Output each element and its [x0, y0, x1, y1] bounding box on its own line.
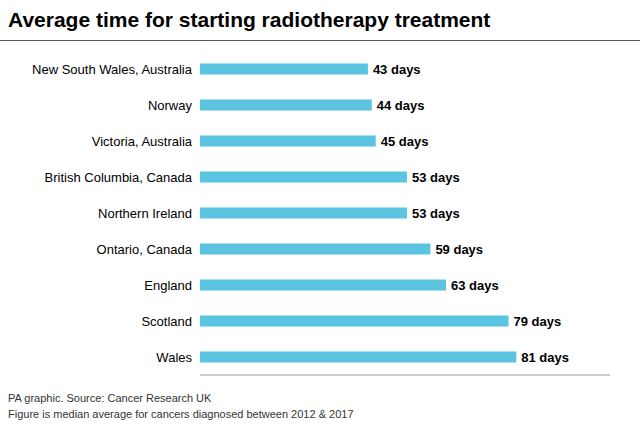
svg-text:Northern Ireland: Northern Ireland — [98, 206, 192, 221]
svg-text:Ontario, Canada: Ontario, Canada — [97, 242, 193, 257]
svg-text:53 days: 53 days — [412, 206, 460, 221]
svg-text:British Columbia, Canada: British Columbia, Canada — [45, 170, 193, 185]
svg-text:63 days: 63 days — [451, 278, 499, 293]
svg-text:79 days: 79 days — [513, 314, 561, 329]
svg-text:New South Wales, Australia: New South Wales, Australia — [32, 62, 193, 77]
svg-text:Victoria, Australia: Victoria, Australia — [92, 134, 193, 149]
html-text:Average time for starting radi: Average time for starting radiotherapy t… — [8, 8, 491, 31]
html-text:PA graphic. Source: Cancer Res: PA graphic. Source: Cancer Research UK — [8, 392, 212, 404]
svg-text:45 days: 45 days — [381, 134, 429, 149]
svg-text:Wales: Wales — [156, 350, 192, 365]
svg-text:Norway: Norway — [148, 98, 193, 113]
svg-text:43 days: 43 days — [373, 62, 421, 77]
svg-text:Scotland: Scotland — [141, 314, 192, 329]
svg-text:53 days: 53 days — [412, 170, 460, 185]
html-text:Figure is median average for c: Figure is median average for cancers dia… — [8, 408, 354, 420]
svg-text:59 days: 59 days — [435, 242, 483, 257]
svg-text:44 days: 44 days — [377, 98, 425, 113]
svg-text:England: England — [144, 278, 192, 293]
svg-text:81 days: 81 days — [521, 350, 569, 365]
